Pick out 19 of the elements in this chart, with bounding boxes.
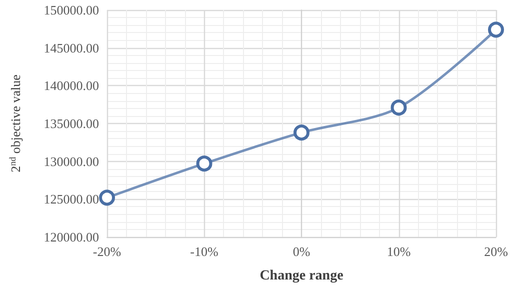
y-axis-title: 2nd objective value (8, 74, 23, 172)
y-tick-label: 140000.00 (44, 78, 99, 94)
x-axis-title: Change range (260, 268, 344, 284)
point (488, 22, 504, 38)
y-tick-label: 125000.00 (44, 192, 99, 207)
point (294, 124, 310, 141)
y-tick-label: 130000.00 (44, 154, 99, 169)
x-tick-label: -20% (92, 244, 122, 259)
y-tick-label: 150000.00 (44, 2, 99, 18)
point (390, 100, 407, 116)
x-tick-label: 10% (386, 244, 411, 259)
y-tick-label: 145000.00 (44, 40, 99, 56)
y-tick-label: 135000.00 (44, 116, 99, 131)
point (99, 190, 115, 206)
point (196, 156, 212, 172)
y-tick-label: 120000.00 (44, 230, 99, 244)
x-tick-label: 0% (292, 244, 310, 259)
x-tick-label: -10% (190, 244, 218, 259)
x-tick-label: 20% (484, 244, 508, 259)
